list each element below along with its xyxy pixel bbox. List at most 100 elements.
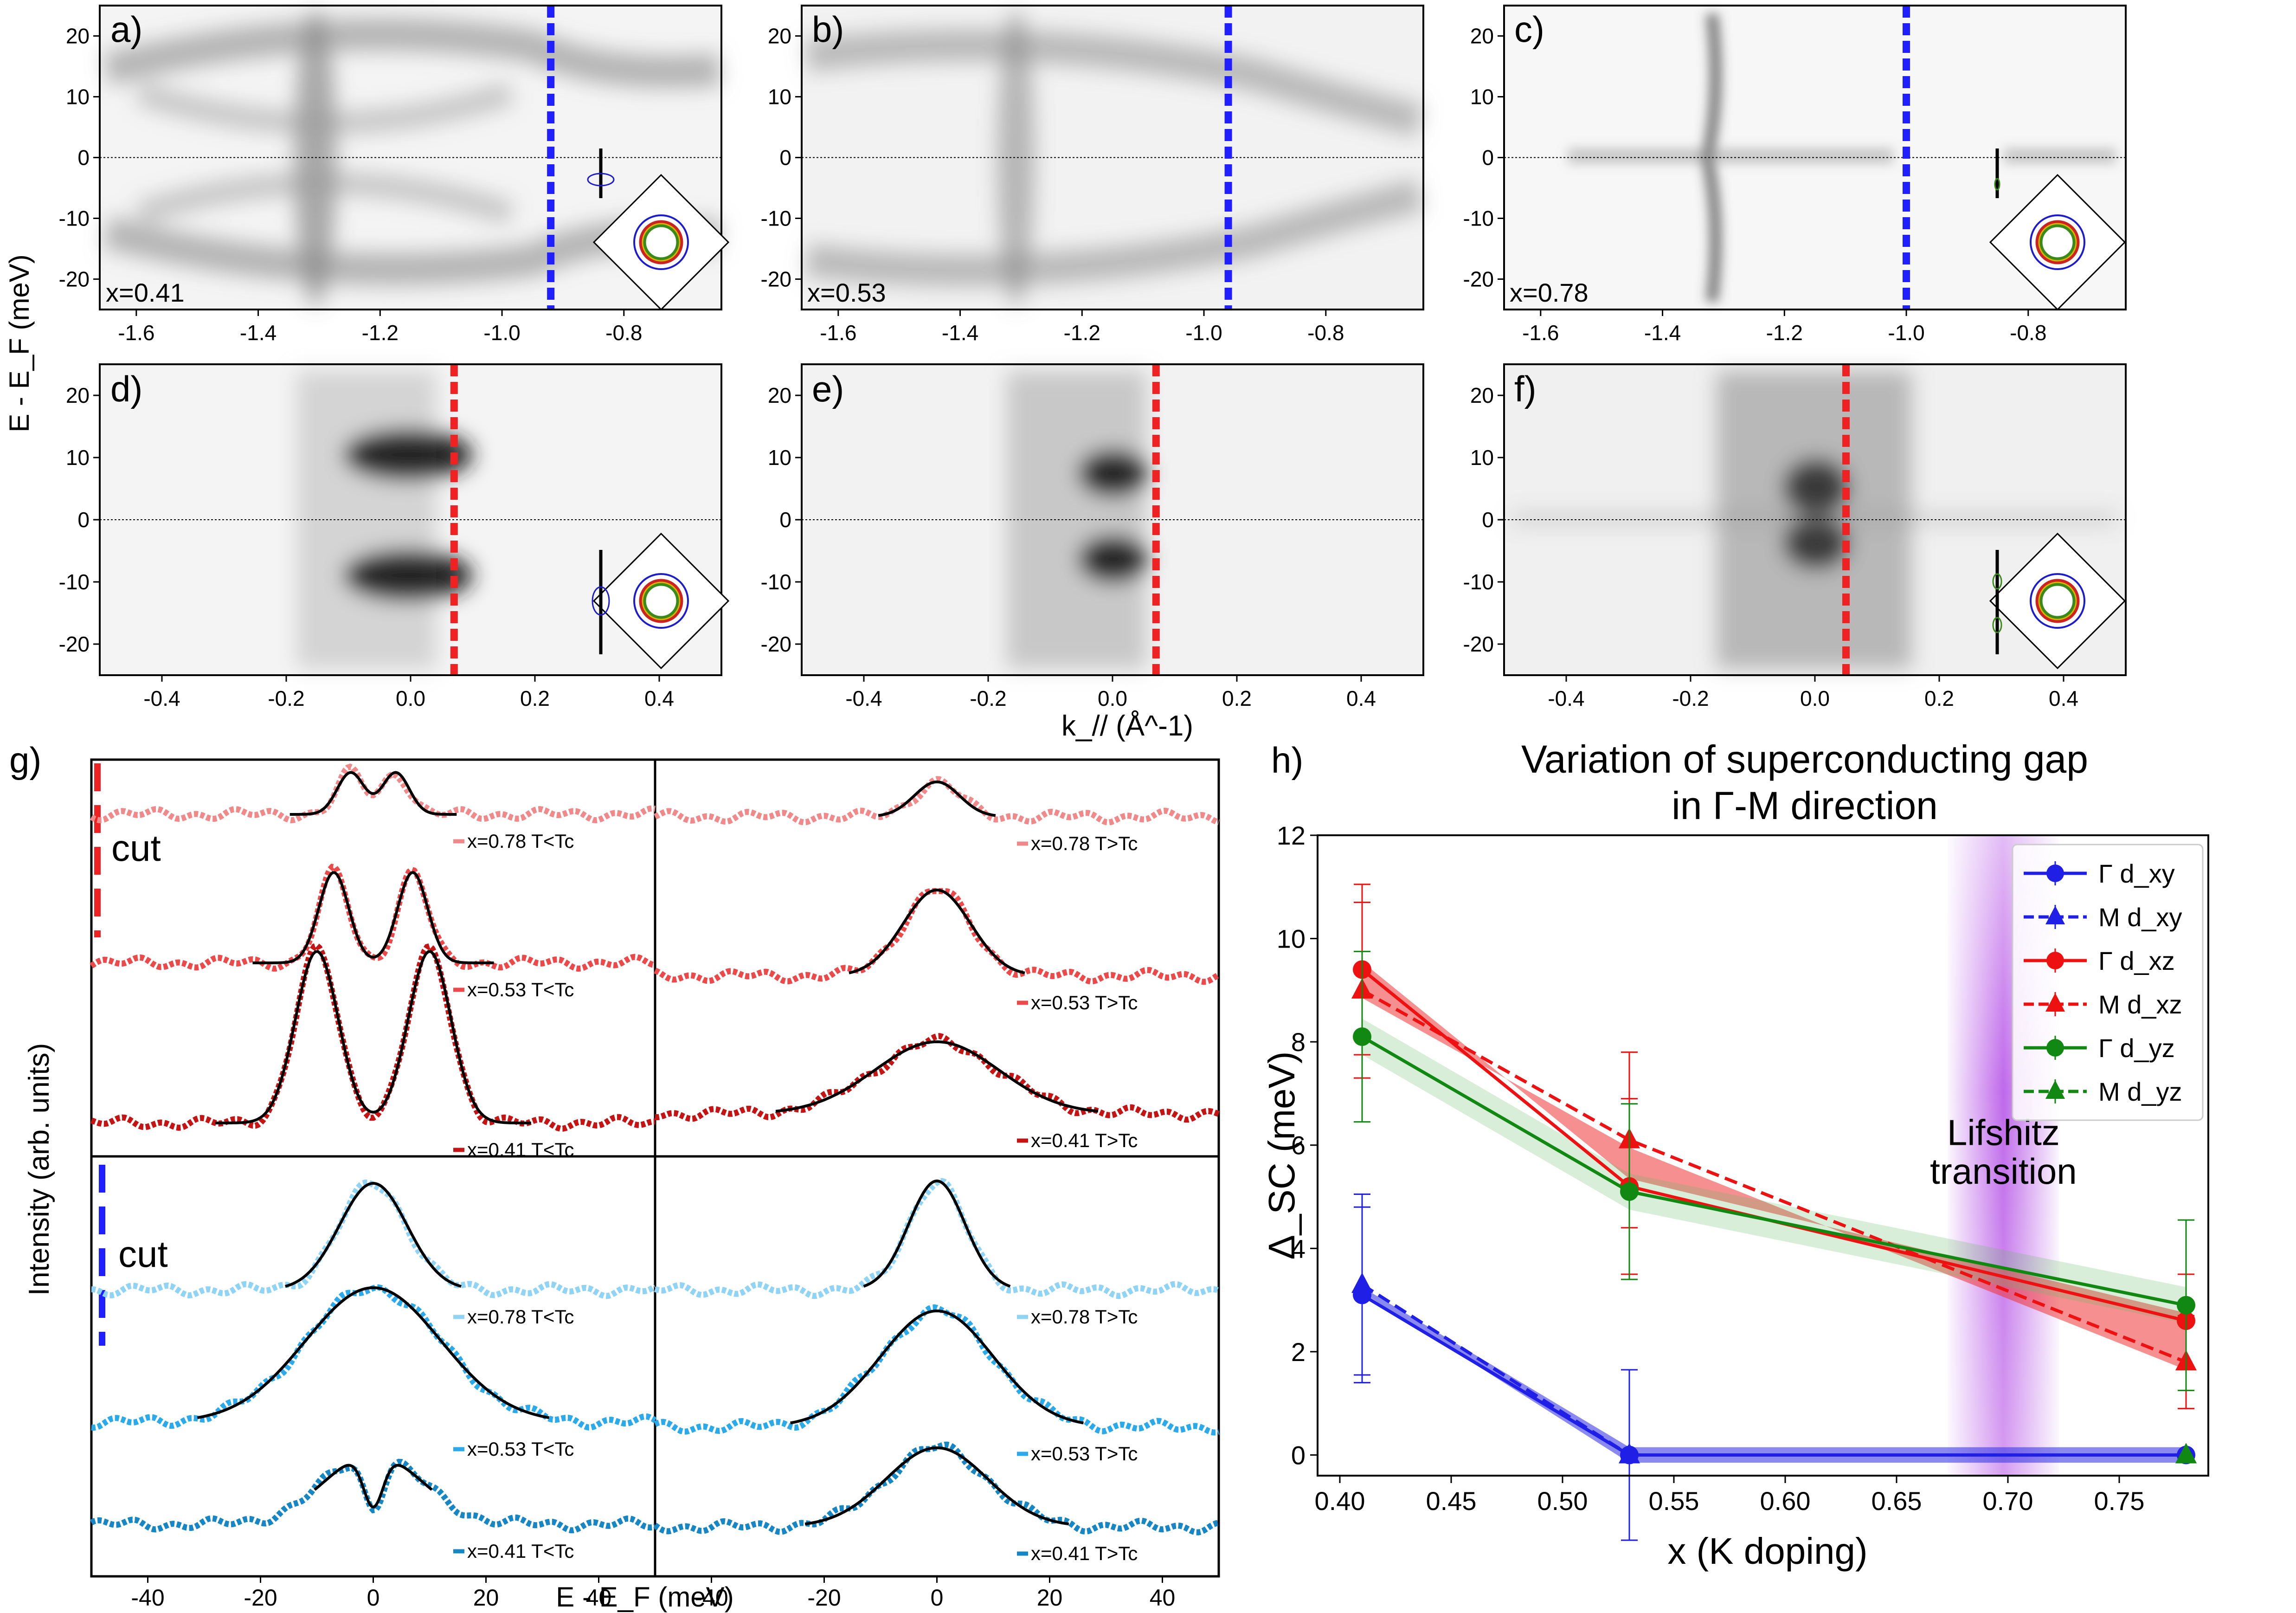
x-tick-label: -0.4: [1548, 686, 1584, 710]
lifshitz-label: transition: [1930, 1151, 2077, 1192]
x-tick-label: -1.4: [942, 321, 978, 345]
panel-e: [802, 364, 1423, 675]
edc-fit-curve: [878, 780, 996, 817]
edc-data-trace: [654, 776, 1220, 826]
fermi-surface-inner: [643, 582, 680, 619]
edc-legend-label: x=0.53 T>Tc: [1031, 992, 1138, 1013]
edc-data-trace: [90, 763, 656, 824]
electron-pocket: [1994, 178, 2000, 191]
gap-point-circle: [1353, 1027, 1371, 1046]
gap-plot: 0.40 0.45 0.50 0.55 0.60 0.65 0.70 0.75 0 2 4 6 8 10 1…: [1277, 821, 2209, 1541]
edc-fit-curve: [289, 771, 457, 816]
y-tick-label: 10: [768, 85, 791, 109]
panel-c-doping: x=0.78: [1510, 278, 1589, 307]
edc-data-trace: [654, 1178, 1220, 1299]
edc-fit-curve: [863, 1179, 1011, 1288]
x-tick-label: -1.6: [820, 321, 856, 345]
y-tick-label: 10: [1470, 85, 1494, 109]
gap-shaded-band: [1362, 961, 2186, 1370]
y-tick-label: 20: [66, 383, 90, 407]
edc-data-trace: [90, 942, 656, 1132]
x-tick-label: -1.4: [1644, 321, 1681, 345]
cut-label-red: cut: [111, 827, 161, 869]
edc-data-trace: [653, 1441, 1219, 1536]
y-tick-label: -10: [59, 570, 90, 594]
x-tick-label: -0.8: [1307, 321, 1344, 345]
gap-legend-marker: [2045, 993, 2065, 1012]
gap-x-tick-label: 0.75: [2094, 1486, 2145, 1516]
x-tick-label: -0.8: [605, 321, 642, 345]
x-tick-label: 0.4: [1346, 686, 1376, 710]
edc-legend-label: x=0.41 T>Tc: [1031, 1129, 1138, 1151]
edc-x-tick-label: -40: [695, 1585, 728, 1611]
edc-curves: x=0.78 T<Tc x=0.53 T<Tc x=0.41 T<Tc x=0.78 …: [90, 763, 1221, 1564]
panel-h: h) Variation of superconducting gap in Γ…: [1261, 737, 2209, 1572]
edc-legend-label: x=0.41 T<Tc: [467, 1540, 574, 1562]
y-tick-label: -20: [59, 267, 90, 291]
x-tick-label: 0.0: [396, 686, 425, 710]
bz-boundary: [1989, 532, 2126, 670]
panel-a-doping: x=0.41: [106, 278, 185, 307]
electron-pocket: [1992, 617, 2002, 633]
x-tick-label: -0.2: [970, 686, 1006, 710]
x-tick-label: -1.2: [1766, 321, 1803, 345]
edc-fit-curve: [252, 871, 494, 964]
gap-series-line: [1361, 988, 2187, 1364]
panel-d-letter: d): [110, 368, 142, 409]
panel-b-bands: [805, 9, 1424, 306]
edc-data-trace: [654, 1304, 1220, 1436]
fermi-surface-outer: [2030, 214, 2085, 270]
bz-inset-diagram: [1989, 532, 2126, 670]
y-tick-label: 20: [768, 383, 791, 407]
x-tick-label: -0.2: [1672, 686, 1709, 710]
gap-x-tick-label: 0.70: [1983, 1486, 2033, 1516]
gap-x-tick-label: 0.60: [1760, 1486, 1811, 1516]
panel-g-xlabel: E - E_F (meV): [556, 1581, 733, 1613]
gap-legend-label: Γ d_xy: [2098, 859, 2175, 888]
x-tick-label: -1.4: [240, 321, 277, 345]
x-tick-label: 0.0: [1098, 686, 1127, 710]
gap-legend-label: M d_xy: [2098, 903, 2182, 932]
y-tick-label: 10: [66, 85, 90, 109]
y-tick-label: 0: [779, 146, 791, 170]
top-xlabel: k_// (Å^-1): [1061, 710, 1193, 742]
gap-legend-marker: [2046, 1039, 2064, 1057]
bz-boundary: [592, 532, 730, 670]
fermi-surface-yellow: [2038, 223, 2077, 262]
edc-x-tick-label: 0: [931, 1585, 944, 1611]
edc-legend-label: x=0.78 T>Tc: [1031, 832, 1138, 854]
edc-legend-label: x=0.41 T<Tc: [467, 1139, 574, 1161]
panel-g-ylabel: Intensity (arb. units): [23, 1043, 55, 1296]
gap-legend-label: Γ d_xz: [2098, 946, 2175, 975]
panel-f-letter: f): [1514, 368, 1537, 409]
x-tick-label: -1.0: [1888, 321, 1924, 345]
edc-data-trace: [91, 1179, 657, 1299]
gap-y-tick-label: 10: [1277, 924, 1306, 954]
panel-b-doping: x=0.53: [807, 278, 886, 307]
fermi-surface-yellow: [2038, 581, 2077, 620]
panel-g-letter: g): [9, 740, 41, 781]
panel-h-subtitle: in Γ-M direction: [1672, 784, 1938, 827]
fermi-surface-yellow: [642, 223, 681, 262]
panel-g: g) cut cut x=0.78 T<Tc x=0.53 T<Tc x=0.41 …: [9, 740, 1221, 1613]
y-tick-label: 0: [1482, 146, 1494, 170]
fermi-surface-inner: [2039, 224, 2076, 261]
gap-axes-frame: [1317, 834, 2209, 1477]
fermi-surface-yellow: [642, 581, 681, 620]
panel-c-bands: [1568, 13, 2116, 303]
x-tick-label: -0.4: [143, 686, 180, 710]
y-tick-label: -10: [761, 206, 791, 231]
gap-point-circle: [1620, 1182, 1639, 1201]
x-tick-label: -0.8: [2010, 321, 2046, 345]
edc-x-tick-label: 0: [367, 1585, 380, 1611]
gap-x-tick-label: 0.45: [1426, 1486, 1477, 1516]
bz-inset-diagram: [587, 148, 730, 311]
y-tick-label: 0: [779, 508, 791, 532]
edc-axes: -40 -20 0 20 40 -40 -20 0 20 40: [131, 1576, 1175, 1611]
y-tick-label: 10: [768, 445, 791, 470]
y-tick-label: -20: [59, 632, 90, 656]
edc-data-trace: [90, 864, 656, 972]
bz-insets: [587, 148, 2126, 670]
bz-inset-diagram: [1989, 148, 2126, 311]
